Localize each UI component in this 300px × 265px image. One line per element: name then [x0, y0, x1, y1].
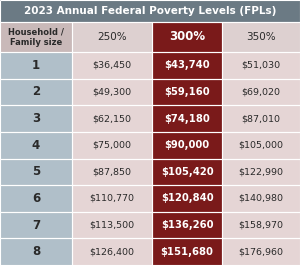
Text: 300%: 300% [169, 30, 205, 43]
Bar [222, 79, 300, 105]
Bar [152, 212, 222, 238]
Bar [152, 132, 222, 158]
Text: 7: 7 [32, 219, 40, 232]
Text: 6: 6 [32, 192, 40, 205]
Bar [0, 238, 72, 265]
Text: $151,680: $151,680 [160, 247, 213, 257]
Text: $110,770: $110,770 [89, 194, 134, 203]
Bar [72, 185, 152, 212]
Text: 5: 5 [32, 165, 40, 178]
Bar [222, 212, 300, 238]
Text: $136,260: $136,260 [161, 220, 213, 230]
Text: $87,850: $87,850 [92, 167, 131, 176]
Bar [72, 52, 152, 79]
Bar [152, 22, 222, 52]
Text: 3: 3 [32, 112, 40, 125]
Text: $90,000: $90,000 [164, 140, 210, 150]
Bar [222, 105, 300, 132]
Text: $59,160: $59,160 [164, 87, 210, 97]
Text: $140,980: $140,980 [238, 194, 284, 203]
Text: Household /
Family size: Household / Family size [8, 27, 64, 47]
Text: $120,840: $120,840 [161, 193, 213, 204]
Bar [0, 22, 72, 52]
Bar [0, 185, 72, 212]
Bar [0, 105, 72, 132]
Bar [72, 79, 152, 105]
Bar [152, 79, 222, 105]
Bar [152, 105, 222, 132]
Bar [0, 0, 300, 22]
Bar [152, 238, 222, 265]
Bar [152, 185, 222, 212]
Bar [222, 158, 300, 185]
Text: $105,000: $105,000 [238, 141, 284, 150]
Text: $158,970: $158,970 [238, 220, 284, 229]
Bar [222, 185, 300, 212]
Text: $74,180: $74,180 [164, 114, 210, 123]
Text: $105,420: $105,420 [161, 167, 213, 177]
Text: $49,300: $49,300 [92, 87, 132, 96]
Bar [72, 158, 152, 185]
Text: 2023 Annual Federal Poverty Levels (FPLs): 2023 Annual Federal Poverty Levels (FPLs… [24, 6, 276, 16]
Text: $51,030: $51,030 [242, 61, 280, 70]
Text: $87,010: $87,010 [242, 114, 280, 123]
Bar [222, 22, 300, 52]
Text: $113,500: $113,500 [89, 220, 135, 229]
Bar [72, 238, 152, 265]
Bar [72, 22, 152, 52]
Bar [222, 52, 300, 79]
Text: 350%: 350% [246, 32, 276, 42]
Bar [0, 52, 72, 79]
Text: $75,000: $75,000 [92, 141, 131, 150]
Bar [0, 212, 72, 238]
Bar [222, 238, 300, 265]
Bar [222, 132, 300, 158]
Text: $176,960: $176,960 [238, 247, 284, 256]
Text: $36,450: $36,450 [92, 61, 132, 70]
Bar [152, 52, 222, 79]
Text: $126,400: $126,400 [89, 247, 134, 256]
Bar [0, 79, 72, 105]
Bar [72, 132, 152, 158]
Bar [0, 132, 72, 158]
Bar [152, 158, 222, 185]
Text: 4: 4 [32, 139, 40, 152]
Text: $62,150: $62,150 [92, 114, 131, 123]
Text: $43,740: $43,740 [164, 60, 210, 70]
Text: 1: 1 [32, 59, 40, 72]
Text: $69,020: $69,020 [242, 87, 280, 96]
Bar [72, 212, 152, 238]
Text: 2: 2 [32, 85, 40, 98]
Text: $122,990: $122,990 [238, 167, 284, 176]
Text: 8: 8 [32, 245, 40, 258]
Bar [0, 158, 72, 185]
Text: 250%: 250% [97, 32, 127, 42]
Bar [72, 105, 152, 132]
